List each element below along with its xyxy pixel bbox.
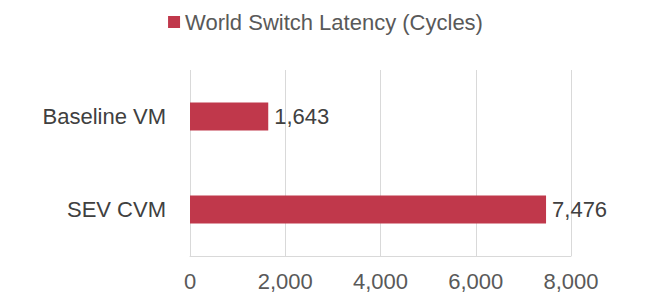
svg-text:6,000: 6,000 xyxy=(448,269,503,294)
svg-text:0: 0 xyxy=(184,269,196,294)
svg-text:7,476: 7,476 xyxy=(552,197,607,222)
svg-text:World Switch Latency (Cycles): World Switch Latency (Cycles) xyxy=(185,10,483,35)
svg-text:2,000: 2,000 xyxy=(258,269,313,294)
svg-text:Baseline VM: Baseline VM xyxy=(42,104,166,129)
svg-text:8,000: 8,000 xyxy=(543,269,598,294)
svg-text:4,000: 4,000 xyxy=(353,269,408,294)
svg-text:SEV CVM: SEV CVM xyxy=(67,197,166,222)
svg-text:1,643: 1,643 xyxy=(274,104,329,129)
